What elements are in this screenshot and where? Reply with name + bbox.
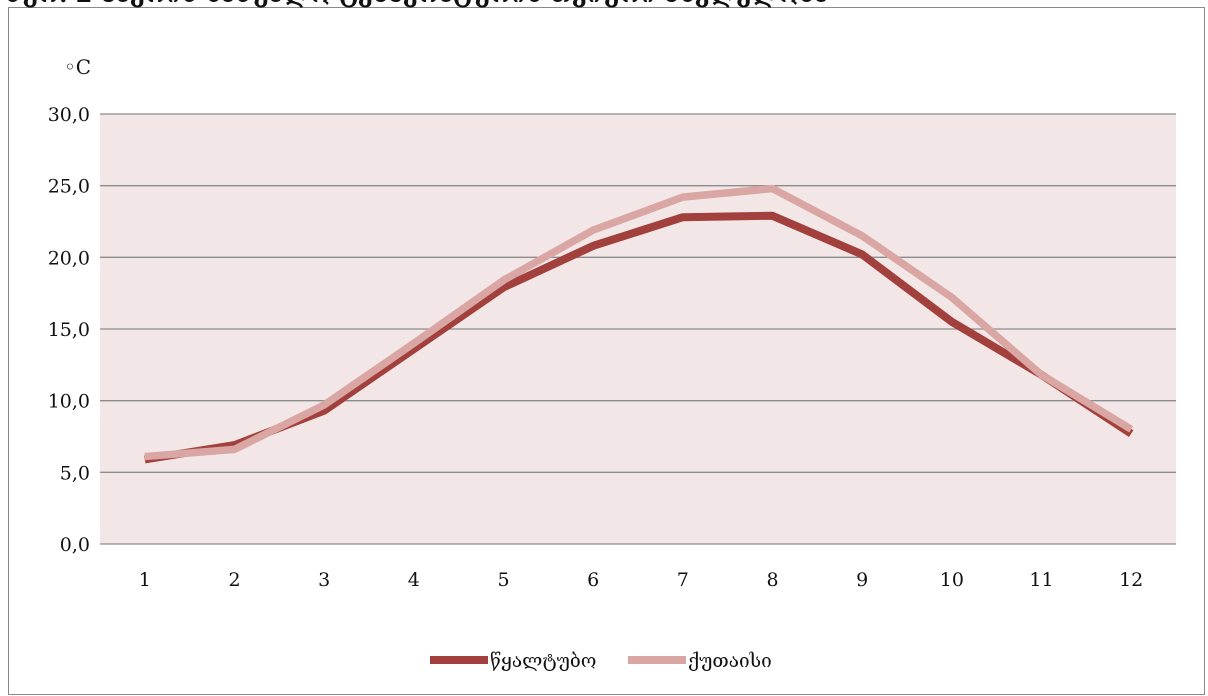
x-tick-label: 3 xyxy=(318,569,330,591)
y-tick-label: 5,0 xyxy=(60,462,90,484)
x-tick-label: 10 xyxy=(940,569,964,591)
y-tick-label: 10,0 xyxy=(48,391,90,413)
y-axis-ticks: 0,0 5,0 10,0 15,0 20,0 25,0 30,0 xyxy=(48,104,90,556)
x-tick-label: 5 xyxy=(497,569,509,591)
legend-label: ქუთაისი xyxy=(688,650,772,672)
gridlines xyxy=(100,113,1176,545)
x-tick-label: 2 xyxy=(228,569,240,591)
legend: წყალტუბო ქუთაისი xyxy=(430,650,772,672)
y-tick-label: 20,0 xyxy=(48,247,90,269)
x-tick-label: 7 xyxy=(677,569,689,591)
x-axis-ticks: 1 2 3 4 5 6 7 8 9 10 11 12 xyxy=(139,569,1143,591)
x-tick-label: 12 xyxy=(1119,569,1143,591)
y-tick-label: 15,0 xyxy=(48,319,90,341)
legend-label: წყალტუბო xyxy=(490,650,596,672)
x-tick-label: 9 xyxy=(856,569,868,591)
y-axis-unit-label: ◦C xyxy=(64,55,91,79)
series-line xyxy=(144,184,1134,461)
x-tick-label: 11 xyxy=(1029,569,1053,591)
chart-caption: სურ. 2 ჰაერის საშუალო ტემპერატურის თვიურ… xyxy=(3,0,828,8)
x-tick-label: 8 xyxy=(766,569,778,591)
x-tick-label: 6 xyxy=(587,569,599,591)
y-tick-label: 25,0 xyxy=(48,176,90,198)
y-tick-label: 30,0 xyxy=(48,104,90,126)
series-lines xyxy=(144,184,1134,464)
x-tick-label: 4 xyxy=(408,569,420,591)
x-tick-label: 1 xyxy=(139,569,151,591)
y-tick-label: 0,0 xyxy=(60,534,90,556)
